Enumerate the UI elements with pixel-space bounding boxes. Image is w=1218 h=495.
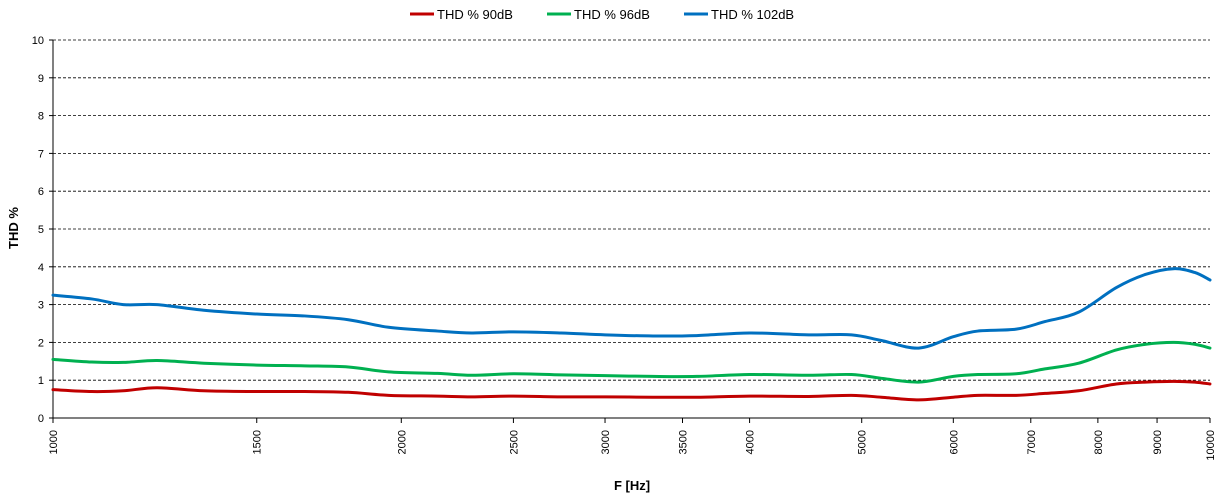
- y-tick-label: 10: [32, 35, 44, 47]
- y-tick-label: 9: [38, 73, 44, 85]
- y-tick-label: 5: [38, 224, 44, 236]
- x-tick-label: 1000: [48, 430, 60, 454]
- x-tick-label: 9000: [1152, 430, 1164, 454]
- legend-label-1: THD % 96dB: [574, 7, 650, 22]
- x-tick-label: 1500: [252, 430, 264, 454]
- x-tick-label: 5000: [857, 430, 869, 454]
- x-tick-label: 10000: [1205, 430, 1217, 461]
- legend: THD % 90dB THD % 96dB THD % 102dB: [410, 7, 794, 22]
- y-tick-label: 3: [38, 300, 44, 312]
- x-tick-label: 7000: [1026, 430, 1038, 454]
- legend-label-2: THD % 102dB: [711, 7, 794, 22]
- y-tick-label: 4: [38, 262, 44, 274]
- x-tick-label: 4000: [745, 430, 757, 454]
- x-tick-label: 8000: [1093, 430, 1105, 454]
- x-tick-label: 2000: [396, 430, 408, 454]
- axes: [49, 39, 1211, 423]
- grid: [53, 39, 1210, 381]
- y-tick-label: 1: [38, 375, 44, 387]
- legend-label-0: THD % 90dB: [437, 7, 513, 22]
- x-tick-label: 2500: [508, 430, 520, 454]
- series-group: [51, 267, 1212, 402]
- series-line-1: [51, 340, 1212, 384]
- x-tick-label: 6000: [948, 430, 960, 454]
- series-line-0: [51, 379, 1212, 402]
- x-tick-label: 3000: [600, 430, 612, 454]
- y-tick-label: 2: [38, 337, 44, 349]
- y-tick-label: 6: [38, 186, 44, 198]
- x-tick-label: 3500: [677, 430, 689, 454]
- y-tick-label: 8: [38, 111, 44, 123]
- x-axis-title: F [Hz]: [614, 478, 650, 493]
- y-tick-label: 7: [38, 148, 44, 160]
- tick-labels: 0 1 2 3 4 5 6 7 8 9 10 1000 1500 2000 2500 3000 3500 4000…: [32, 35, 1217, 461]
- series-line-2: [51, 267, 1212, 350]
- y-tick-label: 0: [38, 413, 44, 425]
- y-axis-title: THD %: [6, 207, 21, 249]
